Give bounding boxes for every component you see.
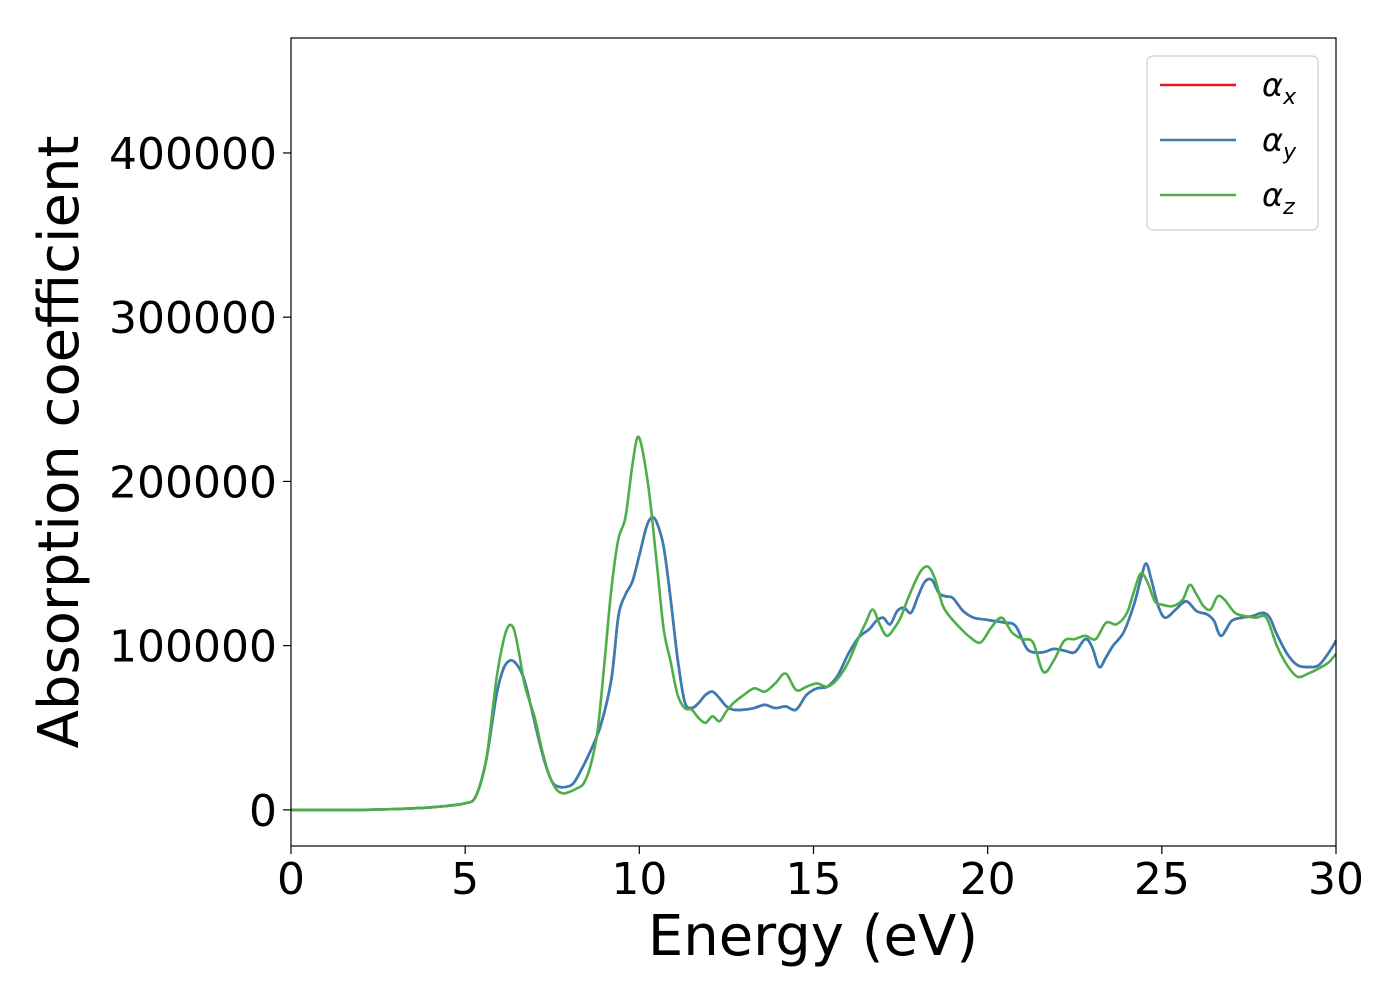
x-axis-title: Energy (eV) <box>648 904 978 969</box>
x-tick-label: 25 <box>1134 854 1190 905</box>
x-tick-label: 15 <box>786 854 842 905</box>
y-axis-ticks: 0 100000 200000 300000 400000 <box>109 129 291 837</box>
legend-label-z: αz <box>1262 176 1295 220</box>
y-tick-label: 400000 <box>109 129 277 180</box>
y-tick-label: 0 <box>249 786 277 837</box>
legend-box <box>1146 55 1319 231</box>
x-tick-label: 20 <box>960 854 1016 905</box>
y-axis-title: Absorption coefficient <box>27 136 92 749</box>
y-tick-label: 100000 <box>109 622 277 673</box>
x-axis-ticks: 0 5 10 15 20 25 30 <box>277 846 1364 905</box>
legend: αx αy αz <box>1146 55 1319 231</box>
x-tick-label: 0 <box>277 854 305 905</box>
legend-label-y: αy <box>1262 121 1297 165</box>
series-layer <box>290 435 1338 812</box>
x-tick-label: 5 <box>451 854 479 905</box>
legend-label-x: αx <box>1262 66 1297 110</box>
x-tick-label: 30 <box>1308 854 1364 905</box>
y-tick-label: 200000 <box>109 457 277 508</box>
y-tick-label: 300000 <box>109 293 277 344</box>
series-line-z <box>290 435 1337 812</box>
x-tick-label: 10 <box>611 854 667 905</box>
